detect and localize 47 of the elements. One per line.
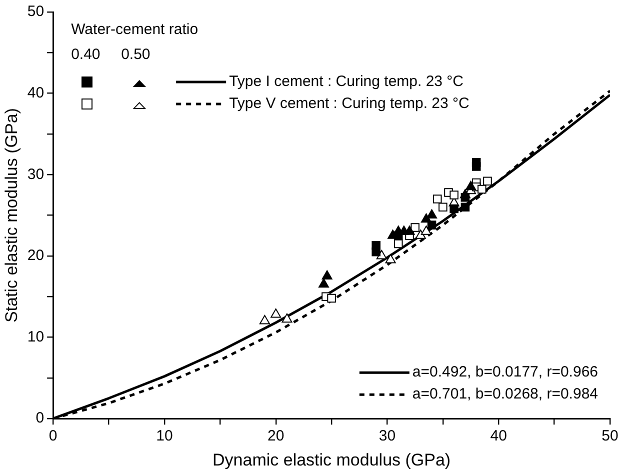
y-tick-label: 50	[27, 3, 44, 20]
point	[415, 230, 426, 239]
x-tick-label: 40	[490, 428, 507, 445]
annotation: 0.40	[71, 46, 100, 64]
x-tick-label: 20	[268, 428, 284, 445]
legend-title: Water-cement ratio	[71, 21, 198, 38]
y-tick-label: 20	[27, 247, 44, 264]
x-tick-label: 30	[378, 428, 396, 445]
annotation: a=0.492, b=0.0177, r=0.966	[412, 364, 598, 381]
legend-label: Type I cement : Curing temp. 23 °C	[229, 73, 464, 90]
point	[322, 270, 332, 280]
legend-label: Type V cement : Curing temp. 23 °C	[229, 95, 470, 112]
point	[460, 202, 470, 212]
point	[483, 176, 492, 186]
point	[432, 194, 442, 204]
y-tick-label: 0	[36, 410, 44, 427]
point	[450, 204, 458, 214]
point	[318, 278, 330, 288]
point	[438, 202, 448, 212]
point	[327, 294, 336, 303]
y-axis-title: Static elastic modulus (GPa)	[2, 108, 21, 323]
point	[385, 254, 396, 264]
point	[478, 184, 486, 194]
point	[460, 193, 470, 202]
point	[426, 209, 438, 219]
point	[259, 315, 270, 324]
y-tick-label: 40	[27, 84, 44, 102]
annotation: a=0.701, b=0.0268, r=0.984	[412, 386, 598, 403]
point	[466, 180, 476, 190]
x-tick-label: 10	[156, 428, 173, 445]
point	[420, 226, 432, 235]
point	[427, 220, 436, 230]
point	[472, 162, 481, 171]
annotation: 0.50	[121, 46, 150, 64]
point	[270, 308, 282, 318]
point	[394, 239, 403, 248]
point	[450, 190, 458, 200]
point	[404, 226, 415, 235]
x-tick-label: 50	[602, 428, 618, 445]
y-tick-label: 30	[27, 166, 44, 183]
point	[410, 223, 420, 232]
y-tick-label: 10	[27, 328, 44, 346]
point	[394, 231, 403, 240]
point	[282, 313, 292, 323]
x-tick-label: 0	[48, 428, 58, 445]
x-axis-title: Dynamic elastic modulus (GPa)	[212, 450, 451, 470]
point	[372, 248, 380, 256]
